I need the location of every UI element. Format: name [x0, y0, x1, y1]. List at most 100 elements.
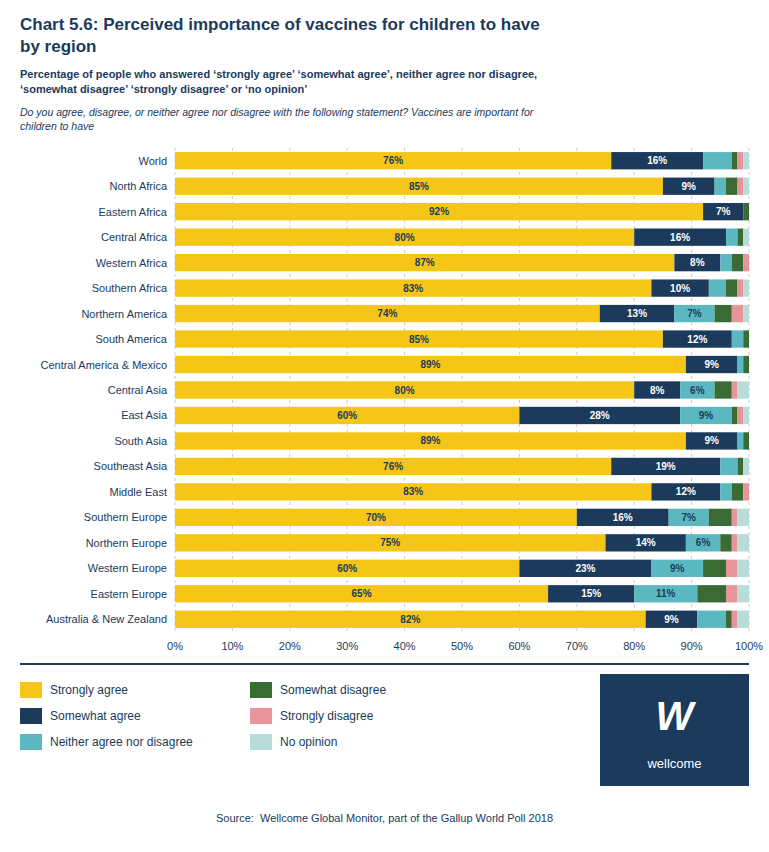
title: Chart 5.6: Perceived importance of vacci… — [20, 15, 540, 34]
category-label: East Asia — [121, 409, 168, 421]
bar-segment — [577, 509, 669, 526]
bar-segment — [611, 458, 720, 475]
bar-segment — [634, 585, 697, 602]
bar-segment — [743, 254, 749, 271]
x-tick-label: 90% — [681, 640, 703, 652]
x-tick-label: 0% — [167, 640, 183, 652]
data-label: 13% — [627, 308, 647, 319]
bar-segment — [715, 305, 732, 322]
bar-segment — [738, 560, 749, 577]
bar-segment — [749, 432, 750, 449]
bar-segment — [686, 432, 738, 449]
bar-segment — [738, 534, 749, 551]
bar-segment — [749, 203, 750, 220]
bar-segment — [680, 407, 732, 424]
bar-segment — [738, 228, 744, 245]
category-label: Western Europe — [88, 562, 167, 574]
data-label: 89% — [420, 359, 440, 370]
question: children to have — [20, 120, 94, 132]
legend-label: Strongly disagree — [280, 709, 374, 723]
bar-segment — [732, 152, 738, 169]
bar-segment — [175, 432, 686, 449]
bar-segment — [175, 228, 634, 245]
data-label: 60% — [337, 410, 357, 421]
x-tick-label: 100% — [735, 640, 763, 652]
category-label: Central America & Mexico — [40, 359, 167, 371]
bar-segment — [732, 509, 738, 526]
bar-segment — [663, 178, 715, 195]
bar-segment — [749, 432, 750, 449]
category-label: Eastern Europe — [91, 588, 167, 600]
bar-segment — [743, 432, 749, 449]
data-label: 60% — [337, 563, 357, 574]
data-label: 23% — [575, 563, 595, 574]
header: Chart 5.6: Perceived importance of vacci… — [20, 15, 540, 132]
category-label: Middle East — [110, 486, 167, 498]
y-axis: WorldNorth AfricaEastern AfricaCentral A… — [40, 155, 167, 626]
bar-segment — [663, 330, 732, 347]
bar-segment — [680, 381, 714, 398]
bar-segment — [709, 509, 732, 526]
bar-segment — [519, 407, 680, 424]
data-label: 70% — [366, 512, 386, 523]
data-label: 65% — [352, 588, 372, 599]
bar-segment — [738, 611, 749, 628]
data-label: 9% — [664, 614, 679, 625]
bar-segment — [519, 560, 651, 577]
bar-segment — [697, 585, 726, 602]
source: Source: Wellcome Global Monitor, part of… — [216, 812, 553, 824]
data-label: 76% — [383, 155, 403, 166]
legend-label: Strongly agree — [50, 683, 128, 697]
bar-segment — [651, 560, 703, 577]
bar-segment — [646, 611, 698, 628]
category-label: Southern Africa — [92, 282, 168, 294]
x-tick-label: 80% — [623, 640, 645, 652]
bar-segment — [749, 483, 750, 500]
category-label: Northern America — [81, 308, 167, 320]
bar-segment — [175, 407, 519, 424]
bar-segment — [611, 152, 703, 169]
bar-segment — [175, 381, 634, 398]
bar-segment — [732, 305, 743, 322]
bar-segment — [686, 534, 720, 551]
bar-segment — [175, 458, 611, 475]
data-label: 8% — [650, 385, 665, 396]
data-label: 82% — [400, 614, 420, 625]
bar-segment — [732, 407, 738, 424]
bar-segment — [175, 483, 651, 500]
bar-segment — [703, 560, 726, 577]
bar-segment — [732, 330, 743, 347]
bar-segment — [548, 585, 634, 602]
bar-segment — [175, 279, 651, 296]
data-label: 12% — [676, 486, 696, 497]
bar-segment — [743, 483, 749, 500]
bar-segment — [651, 279, 708, 296]
category-label: World — [138, 155, 167, 167]
bar-segment — [175, 534, 606, 551]
category-label: Northern Europe — [86, 537, 167, 549]
bar-segment — [738, 407, 744, 424]
data-label: 14% — [636, 537, 656, 548]
x-tick-label: 20% — [279, 640, 301, 652]
legend-label: No opinion — [280, 735, 337, 749]
logo-mark: W — [656, 694, 697, 738]
data-label: 89% — [420, 435, 440, 446]
bar-segment — [726, 560, 737, 577]
bar-segment — [175, 305, 600, 322]
data-label: 6% — [696, 537, 711, 548]
bar-segment — [703, 152, 732, 169]
bar-segment — [726, 279, 737, 296]
data-label: 7% — [682, 512, 697, 523]
bar-segment — [738, 381, 749, 398]
x-tick-label: 60% — [508, 640, 530, 652]
data-label: 85% — [409, 334, 429, 345]
bar-segment — [720, 483, 731, 500]
bar-segment — [720, 254, 731, 271]
data-label: 16% — [613, 512, 633, 523]
bar-segment — [726, 611, 732, 628]
logo-box — [600, 674, 749, 786]
data-label: 16% — [670, 232, 690, 243]
bar-segment — [732, 534, 738, 551]
bar-segment — [738, 432, 744, 449]
bar-segment — [674, 305, 714, 322]
